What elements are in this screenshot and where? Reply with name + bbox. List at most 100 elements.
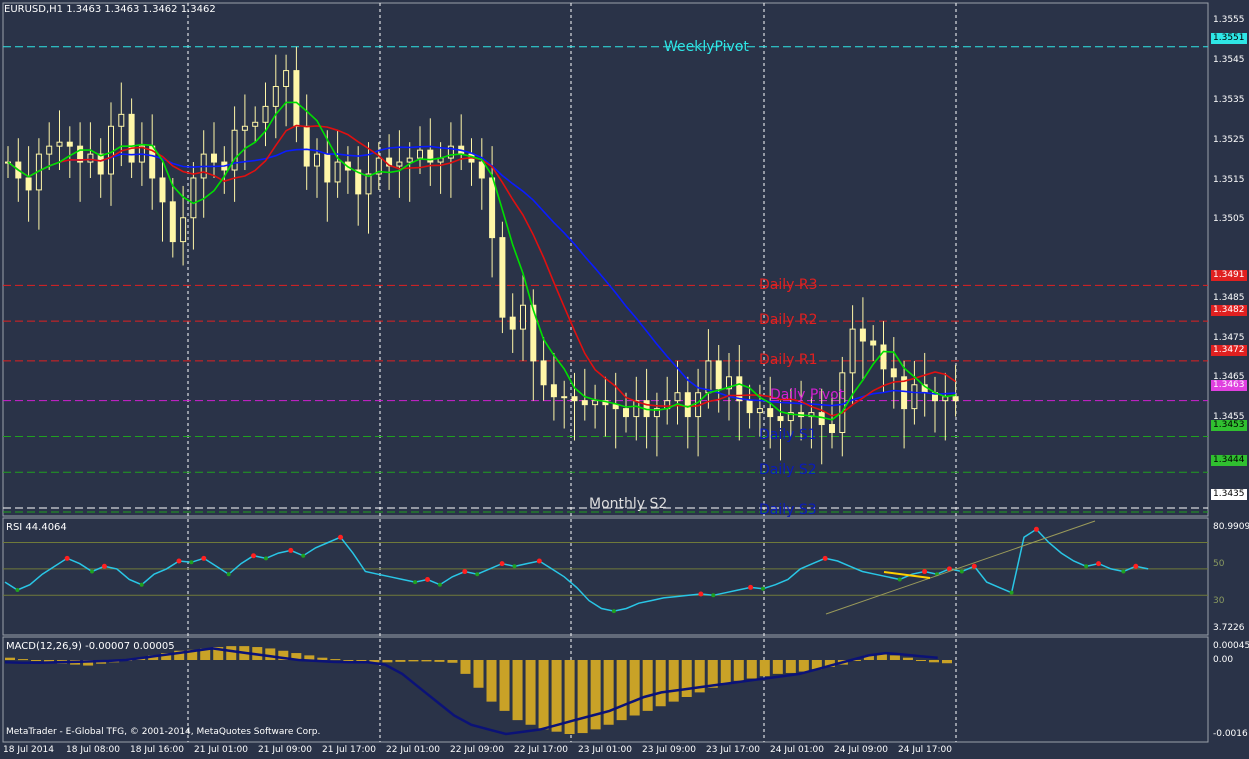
price-tag-current: 1.3463	[1211, 380, 1247, 391]
candle-body	[283, 70, 290, 88]
macd-bar	[213, 647, 224, 660]
candle-body	[97, 153, 104, 175]
price-tag-monthly: 1.3435	[1211, 489, 1247, 500]
candle-body	[66, 141, 73, 147]
macd-bar	[408, 660, 419, 662]
candle-body	[159, 177, 166, 203]
x-tick: 22 Jul 17:00	[514, 745, 568, 755]
macd-bar	[317, 657, 328, 660]
x-tick: 24 Jul 01:00	[770, 745, 824, 755]
candle-body	[56, 141, 63, 147]
rsi-trough-marker	[711, 593, 716, 598]
rsi-trough-marker	[15, 588, 20, 593]
macd-bar	[369, 660, 380, 663]
candle-body	[540, 360, 547, 386]
macd-bar	[5, 657, 16, 660]
candle-body	[829, 424, 835, 433]
macd-bar	[161, 653, 172, 660]
macd-bar	[460, 660, 471, 674]
rsi-peak-marker	[698, 591, 704, 597]
macd-bar	[616, 660, 627, 721]
candle-body	[674, 392, 681, 402]
candle-body	[530, 304, 537, 362]
macd-title: MACD(12,26,9) -0.00007 0.00005	[6, 641, 175, 652]
price-tag-s1: 1.3453	[1211, 420, 1247, 431]
candle-body	[550, 384, 557, 398]
macd-bar	[668, 660, 679, 702]
price-tag-r1: 1.3472	[1211, 345, 1247, 356]
macd-bar	[434, 660, 445, 662]
x-tick: 24 Jul 17:00	[898, 745, 952, 755]
macd-bar	[694, 660, 705, 693]
x-tick: 23 Jul 17:00	[706, 745, 760, 755]
macd-bar	[772, 660, 783, 674]
weekly-pivot-label: WeeklyPivot	[664, 39, 749, 55]
monthly-s2-label: Monthly S2	[589, 496, 668, 512]
y-tick: 1.3525	[1213, 135, 1245, 145]
candle-body	[355, 169, 362, 195]
macd-bar	[746, 660, 757, 679]
y-tick: 1.3545	[1213, 55, 1245, 65]
candle-body	[880, 344, 887, 370]
rsi-y-tick: 50	[1213, 559, 1225, 569]
x-tick: 21 Jul 01:00	[194, 745, 248, 755]
candle-body	[736, 376, 743, 402]
rsi-trough-marker	[139, 582, 144, 587]
candle-body	[272, 86, 279, 107]
rsi-y-tick: 30	[1213, 596, 1225, 606]
candle-body	[108, 125, 114, 175]
macd-bar	[278, 650, 289, 660]
macd-signal-line	[4, 647, 938, 736]
candle-body	[365, 173, 372, 195]
macd-bar	[876, 653, 887, 660]
rsi-trough-marker	[1121, 569, 1126, 574]
candle-body	[571, 396, 578, 402]
macd-bar	[512, 660, 523, 721]
candle-body	[633, 400, 640, 418]
macd-bar	[564, 660, 575, 734]
candle-body	[447, 145, 454, 159]
macd-bar	[486, 660, 497, 702]
x-tick: 18 Jul 2014	[3, 745, 54, 755]
candle-body	[684, 392, 691, 418]
rsi-trough-marker	[897, 577, 902, 582]
rsi-peak-marker	[499, 561, 505, 567]
macd-bar	[889, 655, 900, 660]
rsi-peak-marker	[425, 576, 431, 582]
rsi-peak-marker	[64, 555, 70, 561]
copyright-text: MetaTrader - E-Global TFG, © 2001-2014, …	[6, 727, 321, 737]
macd-bar	[655, 660, 666, 707]
ma-fast-line	[7, 101, 956, 421]
y-tick: 1.3485	[1213, 293, 1245, 303]
macd-bar	[83, 660, 94, 666]
macd-bar	[759, 660, 770, 677]
macd-bar	[44, 660, 55, 663]
macd-bar	[291, 653, 302, 660]
daily-s2-label: Daily S2	[759, 462, 817, 478]
macd-bar	[785, 660, 796, 673]
macd-bar	[863, 655, 874, 660]
rsi-trough-marker	[413, 580, 418, 585]
macd-panel-frame	[2, 636, 1209, 743]
daily-s1-label: Daily S1	[759, 427, 817, 443]
candle-body	[427, 149, 434, 163]
rsi-trough-marker	[959, 569, 964, 574]
y-tick: 1.3505	[1213, 214, 1245, 224]
candle-body	[520, 304, 526, 330]
candle-body	[581, 400, 588, 406]
macd-bar	[382, 660, 393, 663]
x-tick: 22 Jul 01:00	[386, 745, 440, 755]
candle-body	[890, 368, 897, 378]
rsi-peak-marker	[971, 563, 977, 569]
candle-body	[293, 70, 300, 127]
candle-body	[396, 161, 403, 167]
candle-body	[767, 408, 774, 418]
rsi-panel-frame	[2, 517, 1209, 636]
daily-s3-label: Daily S3	[759, 502, 817, 518]
candle-body	[489, 177, 496, 239]
macd-bar	[681, 660, 692, 697]
macd-bar	[551, 660, 562, 732]
candle-body	[46, 145, 53, 155]
price-tag-r2: 1.3482	[1211, 305, 1247, 316]
